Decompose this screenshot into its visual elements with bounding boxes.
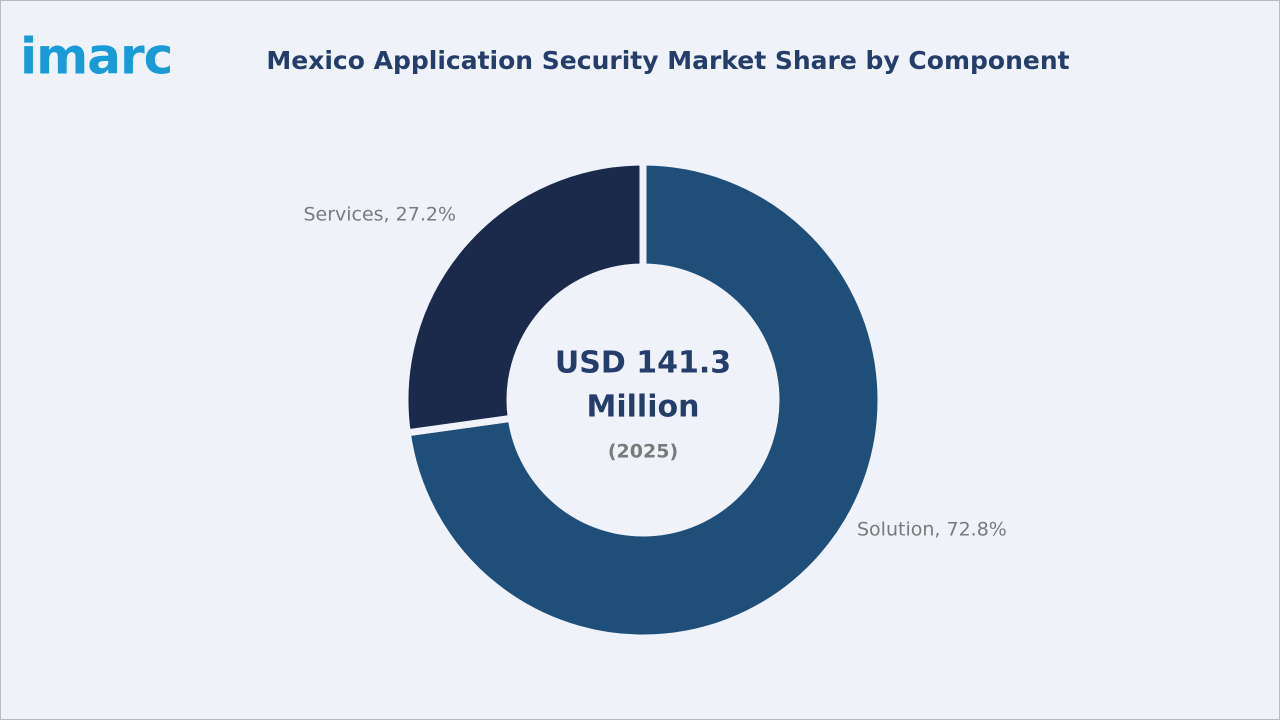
donut-slice [403,158,885,642]
center-label: USD 141.3 [555,346,731,381]
center-label: Million [587,390,700,425]
donut-slice [401,158,647,437]
logo: imarc [20,28,172,86]
chart-title: Mexico Application Security Market Share… [266,46,1069,75]
data-label: Services, 27.2% [303,204,456,226]
center-sublabel: (2025) [608,441,678,463]
data-label: Solution, 72.8% [857,519,1007,541]
